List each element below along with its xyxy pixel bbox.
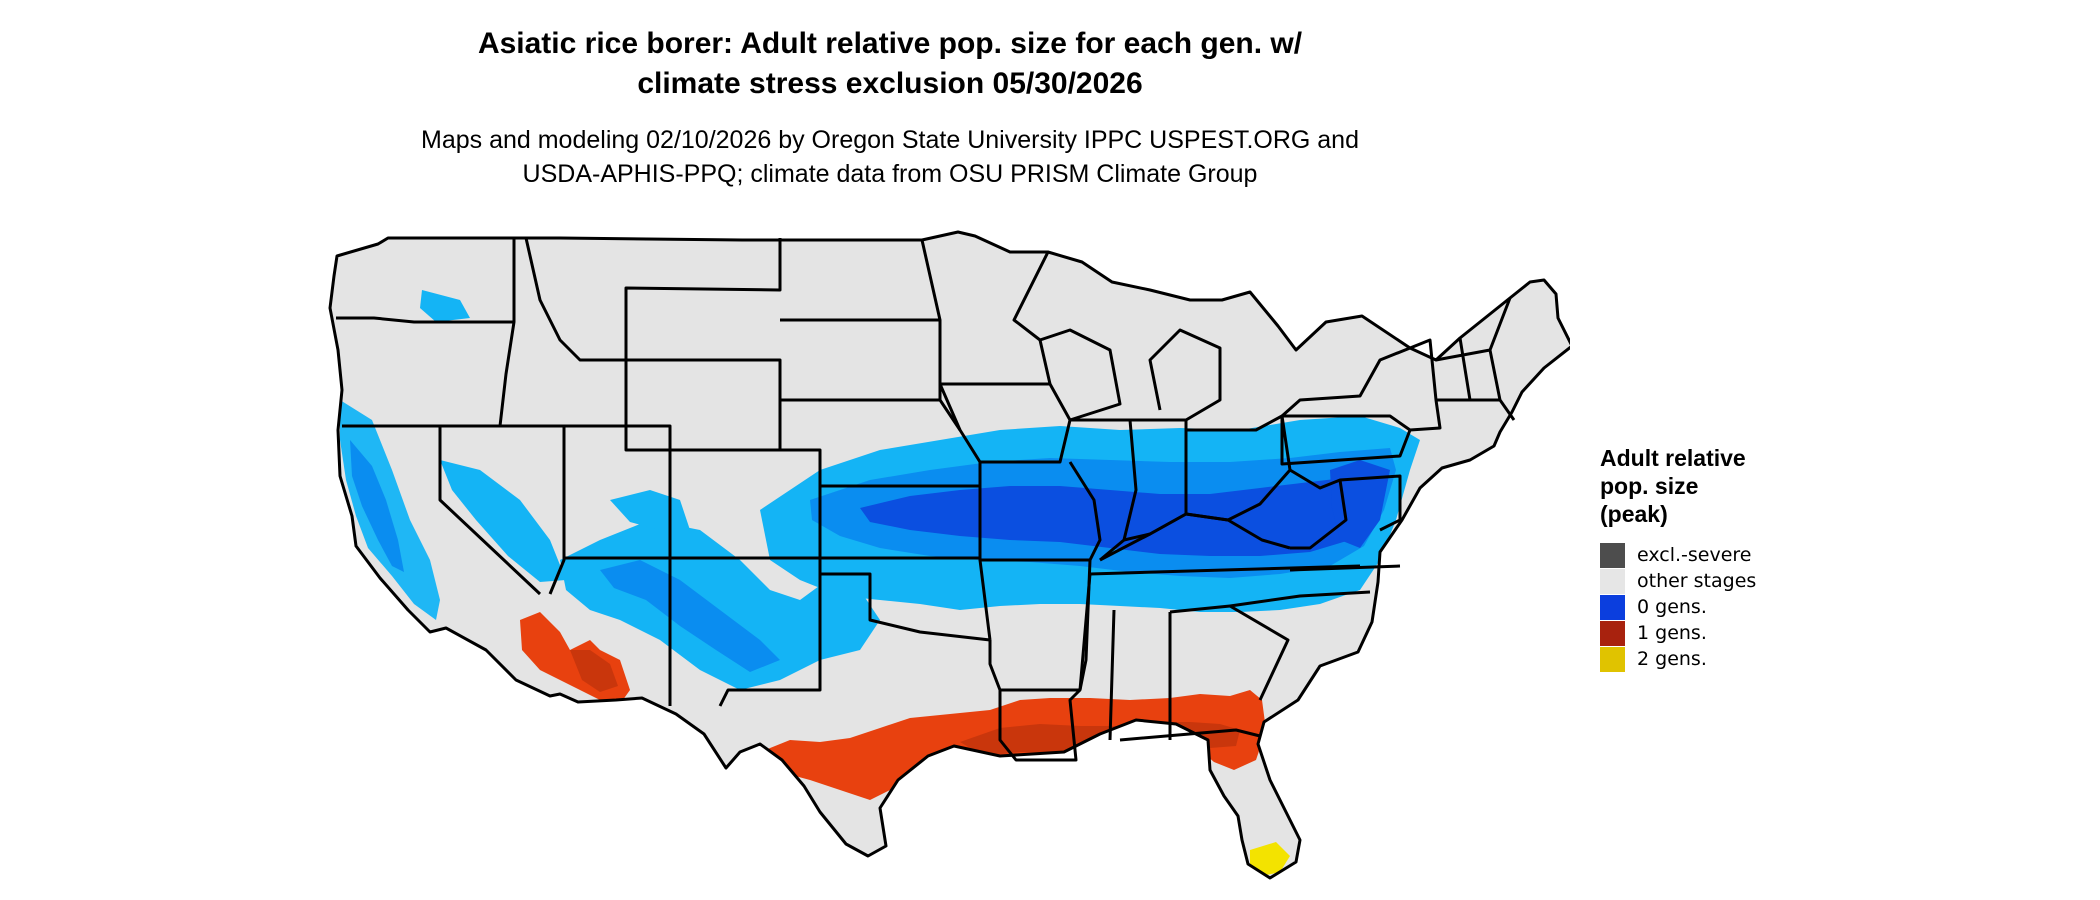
- legend-label: 2 gens.: [1637, 648, 1707, 670]
- legend-title-line-3: (peak): [1600, 501, 1668, 527]
- border-mi-lower: [1148, 328, 1222, 422]
- border-ga-sc: [1169, 604, 1290, 701]
- zone-central-dark-blue: [860, 476, 1380, 556]
- zone-washington-blue: [420, 290, 470, 322]
- legend-items: excl.-severe other stages 0 gens. 1 gens…: [1600, 542, 1810, 672]
- border-ms-al: [1078, 573, 1172, 741]
- legend-swatch: [1600, 646, 1625, 672]
- legend-label: 0 gens.: [1637, 596, 1707, 618]
- legend-item-other-stages: other stages: [1600, 568, 1810, 594]
- border-ar: [988, 559, 1092, 692]
- border-id-west: [498, 238, 516, 427]
- legend-item-excl-severe: excl.-severe: [1600, 542, 1810, 568]
- border-ky-tn: [1089, 564, 1361, 576]
- map-subtitle-line-2: USDA-APHIS-PPQ; climate data from OSU PR…: [522, 160, 1258, 188]
- legend-swatch: [1600, 542, 1625, 568]
- legend-item-0-gens: 0 gens.: [1600, 594, 1810, 620]
- legend-label: excl.-severe: [1637, 544, 1752, 566]
- zone-arizona-dark-orange: [570, 650, 618, 692]
- border-ga-fl: [1119, 728, 1261, 742]
- legend-title: Adult relative pop. size (peak): [1600, 444, 1810, 528]
- border-co-nm: [668, 450, 820, 560]
- map-title-line-1: Asiatic rice borer: Adult relative pop. …: [477, 27, 1303, 60]
- border-il: [1070, 418, 1138, 562]
- legend-title-line-2: pop. size: [1600, 473, 1699, 499]
- map-legend: Adult relative pop. size (peak) excl.-se…: [1600, 444, 1810, 672]
- legend-label: other stages: [1637, 570, 1757, 592]
- legend-title-line-1: Adult relative: [1600, 445, 1746, 471]
- border-mt-south: [624, 238, 782, 360]
- legend-swatch: [1600, 594, 1625, 620]
- border-ca-nv: [438, 426, 542, 596]
- border-nv-ut: [548, 426, 566, 595]
- border-wa-or: [336, 316, 514, 324]
- zone-pacific-light-blue: [340, 400, 440, 620]
- generation-overlay: [340, 290, 1420, 876]
- map-title-line-2: climate stress exclusion 05/30/2026: [637, 67, 1143, 100]
- border-sd-ne: [780, 398, 962, 431]
- map-subtitle-line-1: Maps and modeling 02/10/2026 by Oregon S…: [421, 126, 1359, 154]
- zone-virginia-dark-blue: [1330, 460, 1390, 548]
- border-pa: [1280, 414, 1412, 466]
- border-ia: [938, 383, 1072, 464]
- us-map: [328, 230, 1570, 880]
- legend-label: 1 gens.: [1637, 622, 1707, 644]
- border-md-de: [1339, 474, 1402, 532]
- border-nm-tx: [718, 558, 822, 707]
- state-borders: [328, 230, 1570, 880]
- map-subtitle: Maps and modeling 02/10/2026 by Oregon S…: [0, 123, 1780, 191]
- border-wi: [1039, 328, 1122, 422]
- border-mo: [978, 461, 1102, 562]
- border-ok-tx: [820, 572, 991, 642]
- border-id-mt: [524, 237, 626, 362]
- zone-pacific-mid-blue: [350, 440, 404, 572]
- border-ny: [1281, 338, 1442, 432]
- zone-nevada-blue: [440, 460, 566, 582]
- border-va-nc: [1289, 564, 1401, 572]
- zone-southwest-mid-blue: [600, 560, 780, 672]
- legend-swatch: [1600, 568, 1625, 594]
- border-la: [998, 688, 1082, 762]
- border-wv-va: [1289, 468, 1348, 550]
- border-co-east: [780, 448, 822, 558]
- border-ky-north: [1099, 512, 1291, 562]
- border-nc-sc: [1229, 590, 1371, 608]
- map-title: Asiatic rice borer: Adult relative pop. …: [0, 24, 1780, 104]
- border-new-england: [1435, 297, 1516, 421]
- border-mn: [938, 251, 1052, 386]
- border-ut-co: [564, 424, 672, 450]
- legend-swatch: [1600, 620, 1625, 646]
- legend-item-2-gens: 2 gens.: [1600, 646, 1810, 672]
- zone-florida-yellow: [1250, 842, 1290, 876]
- legend-item-1-gens: 1 gens.: [1600, 620, 1810, 646]
